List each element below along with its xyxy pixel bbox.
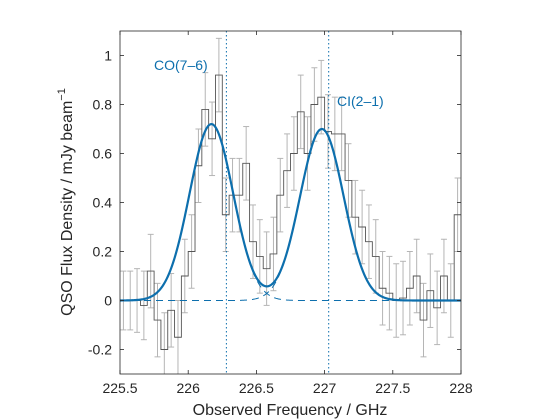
y-tick-label: -0.2 (88, 342, 112, 358)
y-tick-label: 1 (104, 48, 112, 64)
x-tick-label: 227 (313, 380, 337, 396)
y-axis-title-superscript: −1 (56, 88, 68, 101)
y-tick-label: 0.2 (93, 244, 113, 260)
ci-line-label: CI(2–1) (337, 93, 384, 109)
x-axis-ticks: 225.5 226 226.5 227 227.5 228 (102, 31, 473, 396)
x-tick-label: 227.5 (375, 380, 410, 396)
y-tick-label: 0.6 (93, 146, 113, 162)
fit-total-curve (120, 122, 461, 302)
x-axis-title: Observed Frequency / GHz (193, 402, 388, 419)
y-axis-title: QSO Flux Density / mJy beam−1 (56, 88, 76, 316)
x-tick-label: 226.5 (239, 380, 274, 396)
x-tick-label: 228 (449, 380, 473, 396)
y-axis-ticks: -0.2 0 0.2 0.4 0.6 0.8 1 (88, 48, 461, 358)
co-line-label: CO(7–6) (154, 57, 208, 73)
y-tick-label: 0.8 (93, 97, 113, 113)
x-tick-label: 225.5 (102, 380, 137, 396)
y-tick-label: 0 (104, 293, 112, 309)
x-tick-label: 226 (177, 380, 201, 396)
y-axis-title-text: QSO Flux Density / mJy beam (59, 101, 76, 316)
error-bars (120, 37, 461, 374)
y-tick-label: 0.4 (93, 195, 113, 211)
spectrum-step-line (120, 74, 461, 350)
